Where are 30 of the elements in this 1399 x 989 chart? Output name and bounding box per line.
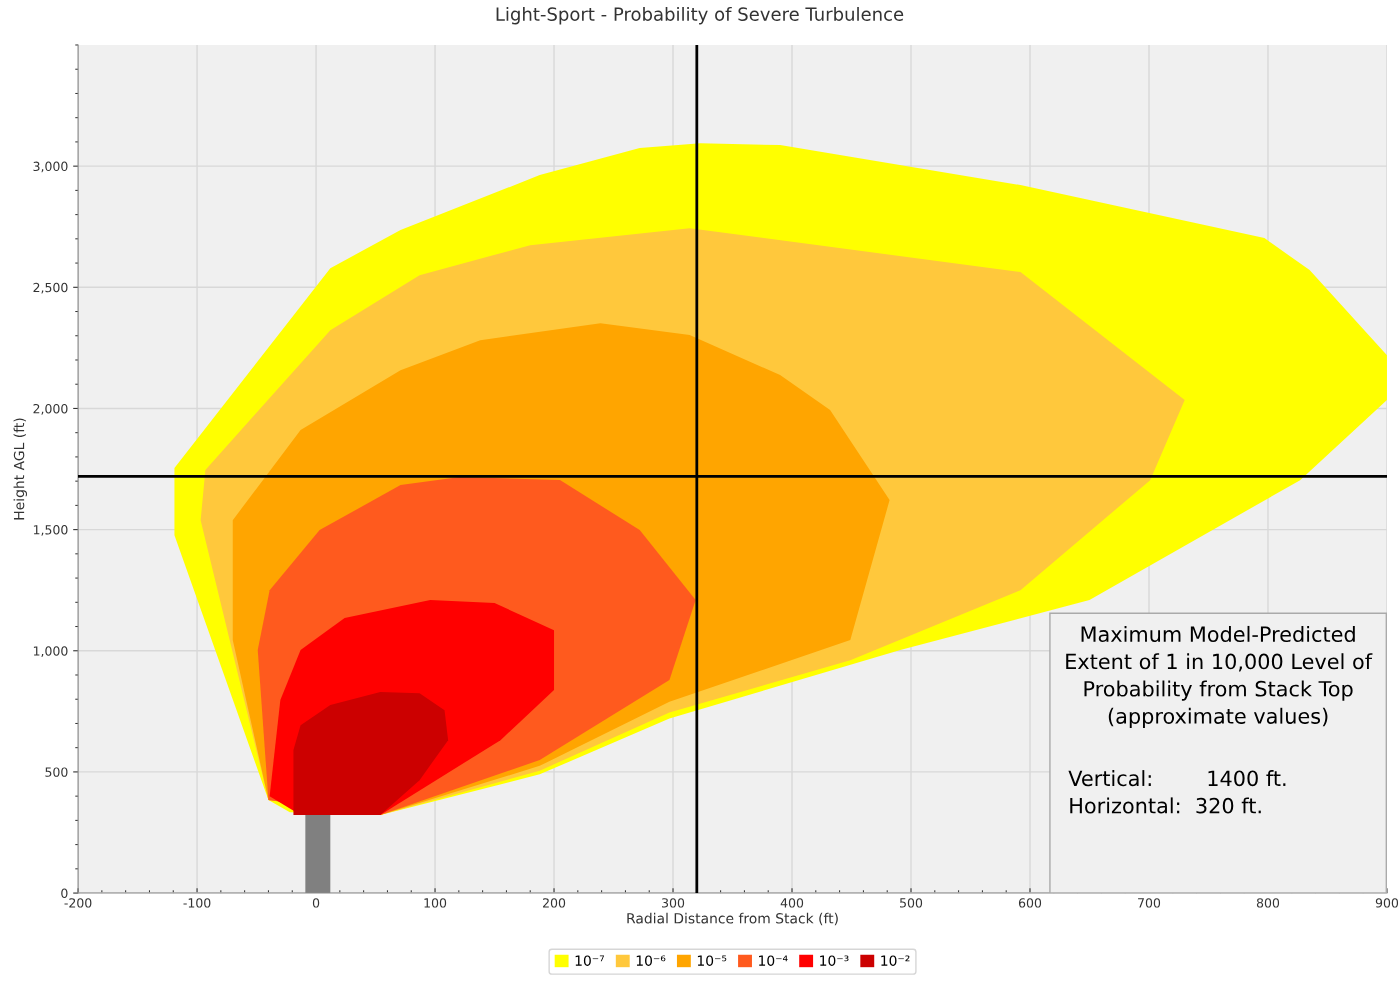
y-tick-label: 500: [45, 767, 68, 777]
x-tick-label: 0: [312, 898, 320, 908]
x-tick-label: 600: [1018, 898, 1042, 908]
annotation: Maximum Model-Predicted Extent of 1 in 10,000 Level of Probability from Stack Top (approximate values): [1066, 625, 1373, 728]
x-tick-label: 300: [662, 898, 685, 908]
x-tick-label: 100: [424, 898, 447, 908]
y-tick-label: 0: [61, 888, 68, 898]
y-tick-label: 2,500: [33, 282, 68, 294]
legend-label: 10⁻²: [881, 955, 910, 966]
y-tick-label: 1,000: [33, 646, 68, 657]
x-tick-label: 200: [543, 898, 566, 908]
legend-label: 10⁻⁴: [759, 955, 788, 966]
y-axis-title: Height AGL (ft): [13, 418, 27, 520]
x-tick-label: 700: [1138, 898, 1161, 908]
x-tick-label: -100: [183, 898, 211, 908]
x-axis-title: Radial Distance from Stack (ft): [627, 912, 838, 926]
y-tick-label: 1,500: [33, 525, 68, 536]
annotation: Vertical: 1400 ft. Horizontal: 320 ft.: [1068, 770, 1286, 814]
chart-title: Light-Sport - Probability of Severe Turbulence: [496, 6, 904, 25]
y-tick-label: 3,000: [33, 161, 68, 173]
y-tick-label: 2,000: [33, 403, 68, 415]
x-tick-label: 500: [900, 898, 923, 908]
legend-label: 10⁻⁷: [575, 955, 605, 966]
x-tick-label: 900: [1375, 898, 1399, 908]
x-tick-label: 800: [1256, 898, 1280, 908]
legend-label: 10⁻⁶: [636, 955, 666, 966]
legend-label: 10⁻³: [820, 955, 849, 966]
x-tick-label: 400: [780, 898, 804, 908]
legend-label: 10⁻⁵: [697, 955, 727, 966]
x-tick-label: -200: [64, 898, 92, 908]
